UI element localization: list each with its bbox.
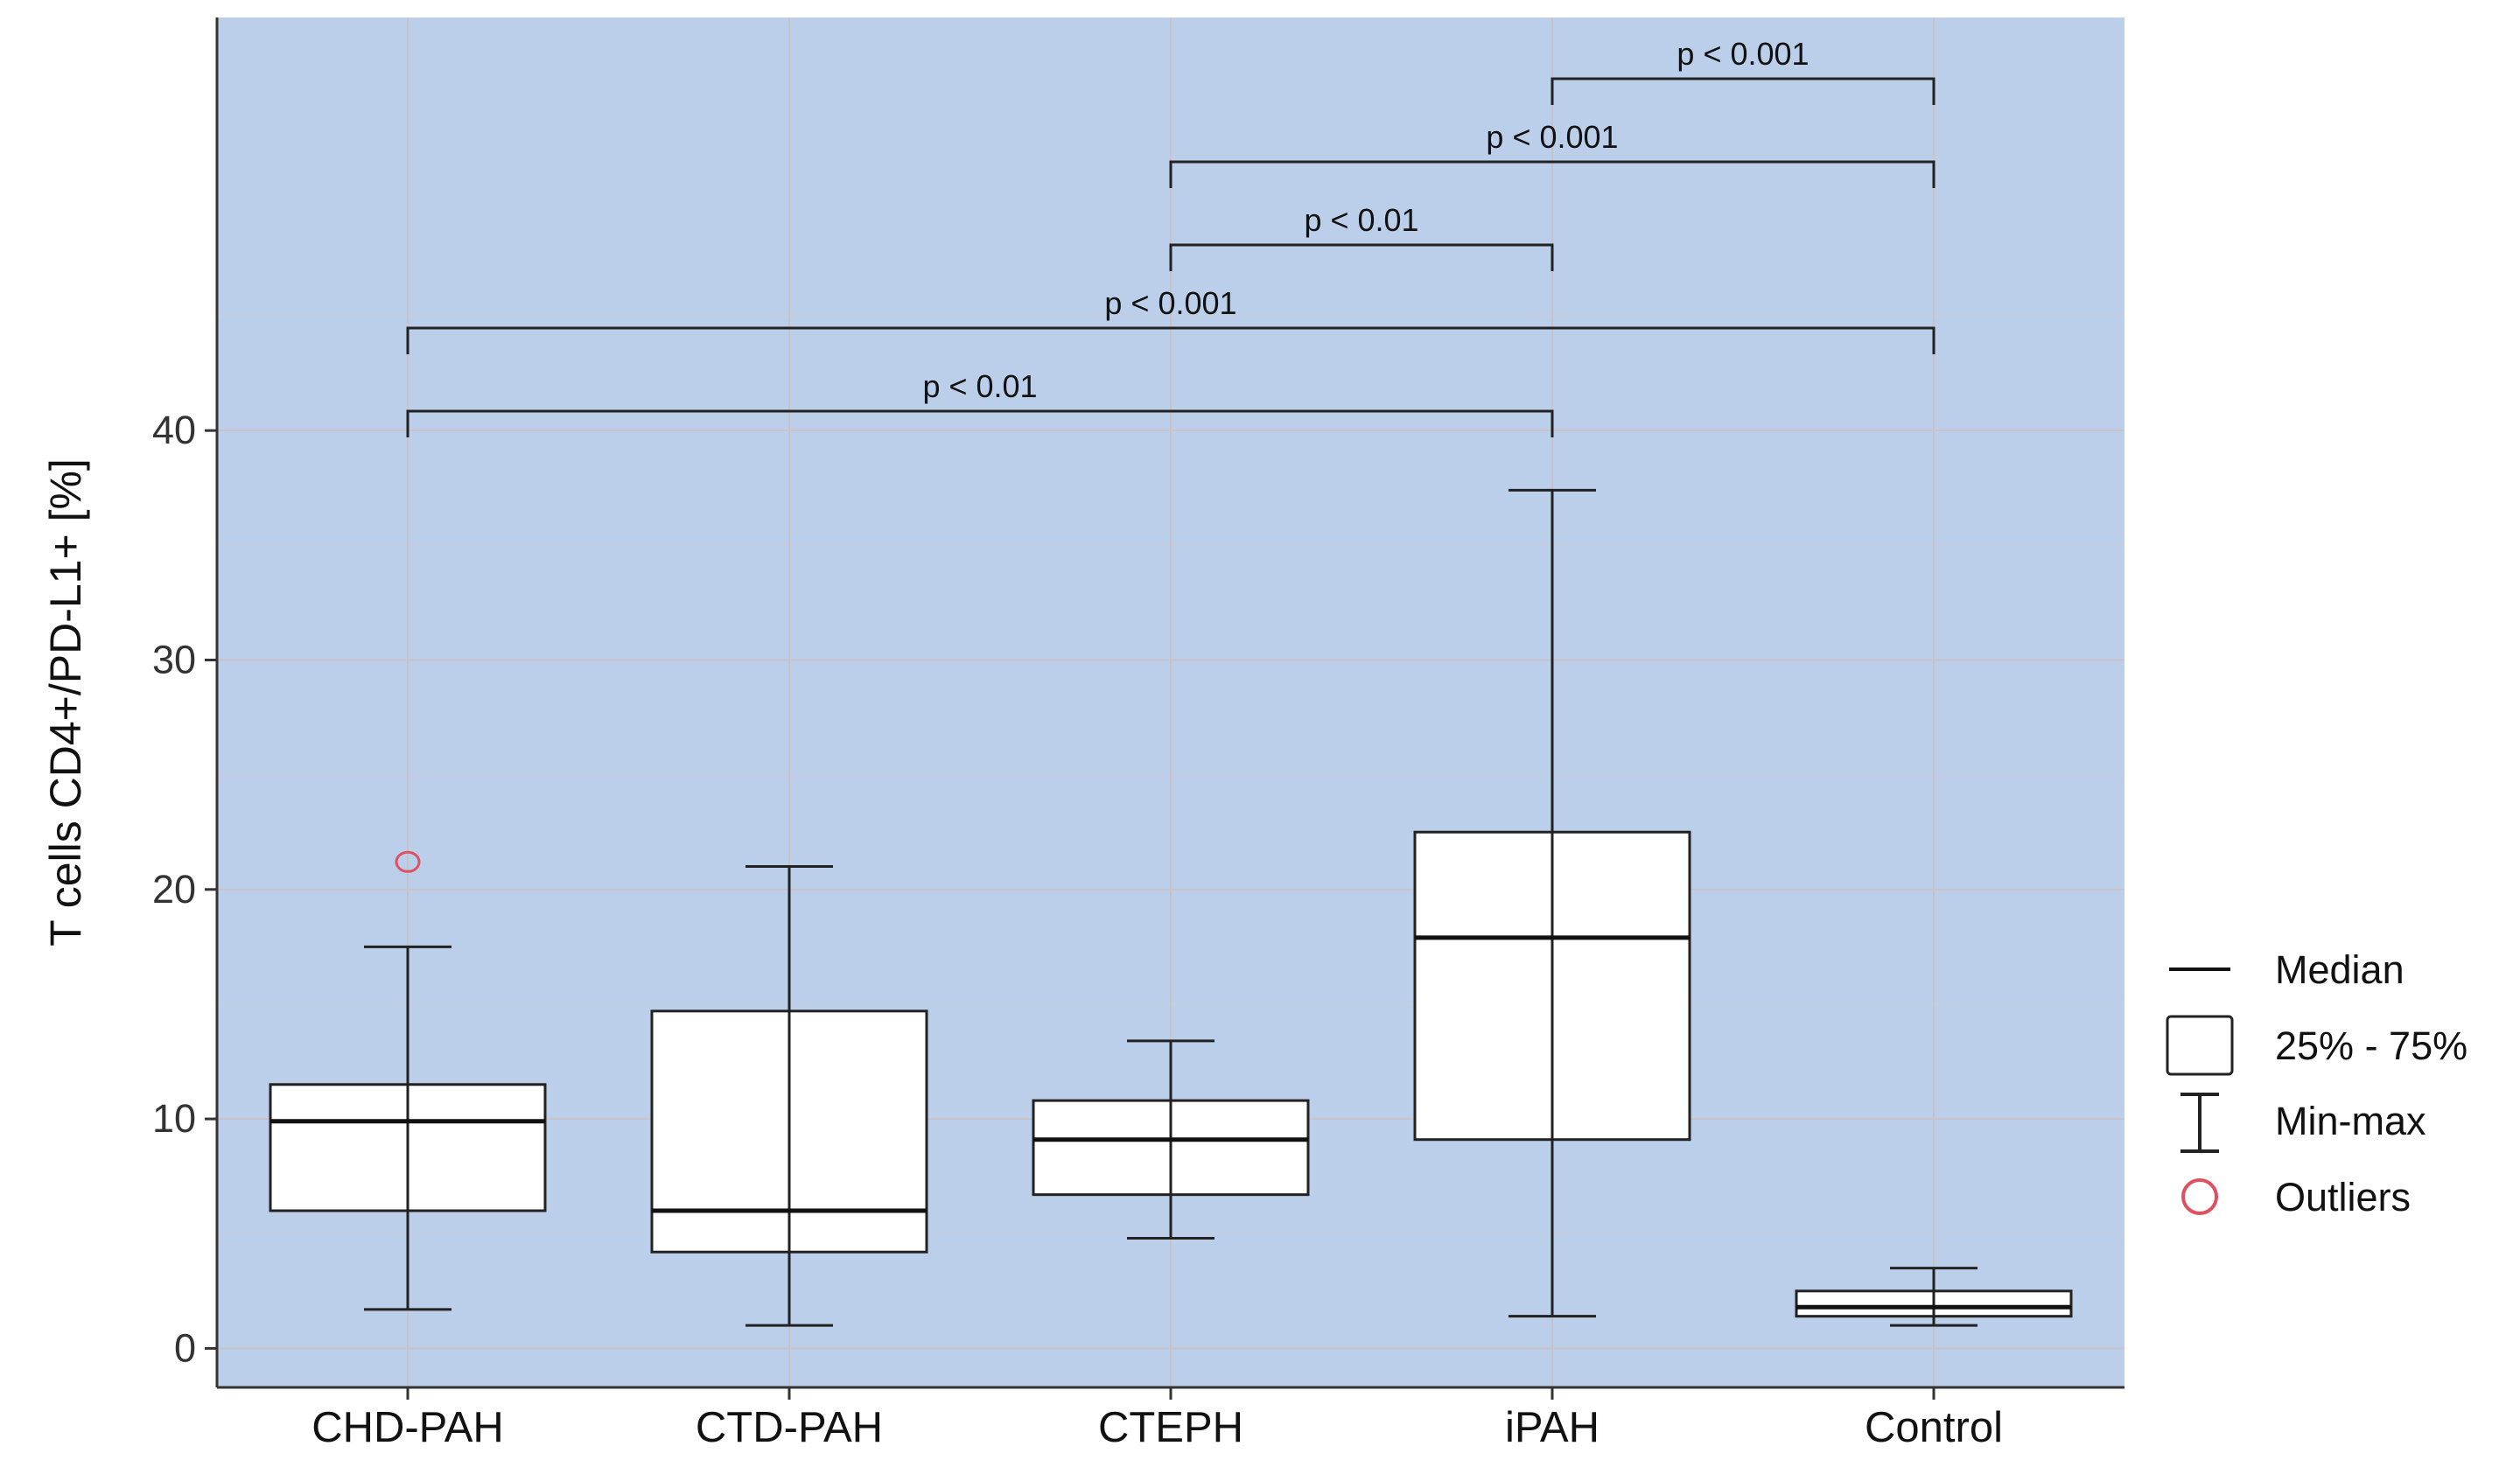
box-control [1795, 1267, 2073, 1327]
box-icon [2166, 1015, 2234, 1076]
bracket-chd-pah-ipah: p < 0.01 [406, 368, 1554, 437]
box-ipah [1413, 488, 1691, 1318]
y-tick-label: 40 [152, 408, 196, 452]
legend-item: Outliers [2181, 1175, 2411, 1219]
p-value-label: p < 0.01 [922, 368, 1037, 404]
p-value-label: p < 0.01 [1304, 202, 1418, 238]
bracket-line [406, 326, 1936, 354]
box-ctd-pah [650, 865, 928, 1327]
y-axis-label: T cells CD4+/PD-L1+ [%] [41, 458, 90, 947]
legend-label: 25% - 75% [2275, 1023, 2468, 1068]
bracket-line [1169, 243, 1554, 271]
bracket-cteph-control: p < 0.001 [1169, 119, 1936, 188]
outlier-circle-icon [2181, 1178, 2218, 1215]
bracket-ipah-control: p < 0.001 [1550, 36, 1936, 105]
axes: 0 10 20 30 40 CHD-PAH CTD-PAH CTEPH iPAH Control [152, 17, 2124, 1451]
box-chd-pah [269, 850, 547, 1311]
box-cteph [1032, 1039, 1310, 1240]
whisker-icon [2180, 1093, 2219, 1153]
x-tick-label: Control [1865, 1404, 2003, 1451]
bracket-chd-pah-control: p < 0.001 [406, 285, 1936, 354]
legend-label: Outliers [2275, 1175, 2411, 1219]
boxes [269, 488, 2073, 1327]
x-tick-label: CTEPH [1098, 1404, 1243, 1451]
legend-item: 25% - 75% [2166, 1015, 2468, 1076]
y-tick-label: 30 [152, 637, 196, 681]
bracket-cteph-ipah: p < 0.01 [1169, 202, 1554, 271]
x-tick-label: CTD-PAH [696, 1404, 883, 1451]
p-value-label: p < 0.001 [1676, 36, 1809, 72]
p-value-label: p < 0.001 [1104, 285, 1236, 321]
legend-item: Min-max [2180, 1093, 2426, 1153]
outlier-point [395, 850, 421, 873]
y-tick-label: 20 [152, 867, 196, 912]
legend-label: Median [2275, 947, 2404, 992]
y-tick-label: 0 [174, 1325, 196, 1370]
bracket-line [406, 409, 1554, 437]
legend-label: Min-max [2275, 1099, 2426, 1143]
x-tick-label: iPAH [1505, 1404, 1600, 1451]
legend-item: Median [2169, 947, 2404, 992]
legend: Median 25% - 75% Min-max Outliers [2166, 947, 2468, 1219]
bracket-line [1169, 160, 1936, 188]
p-value-label: p < 0.001 [1486, 119, 1618, 155]
bracket-line [1550, 77, 1936, 105]
x-tick-label: CHD-PAH [312, 1404, 504, 1451]
y-tick-label: 10 [152, 1096, 196, 1141]
significance-brackets: p < 0.001 p < 0.001 p < 0.01 p < 0.001 p < 0… [406, 36, 1936, 437]
